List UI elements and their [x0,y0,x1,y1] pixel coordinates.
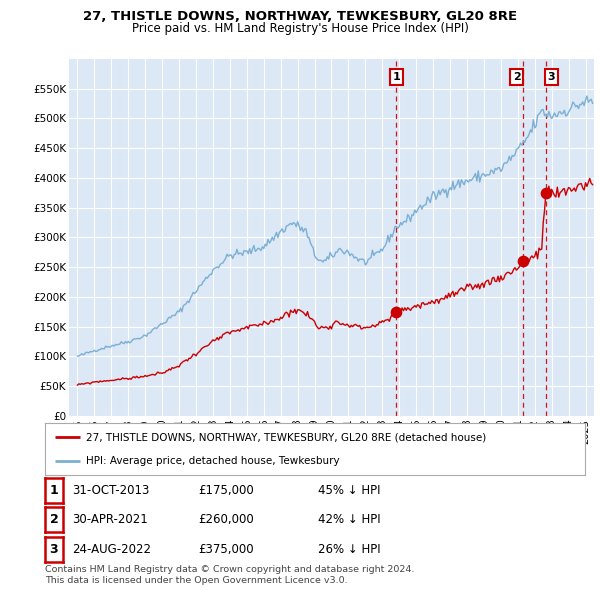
Text: 2: 2 [50,513,58,526]
Text: 26% ↓ HPI: 26% ↓ HPI [318,543,380,556]
Text: 31-OCT-2013: 31-OCT-2013 [72,484,149,497]
Point [541,188,550,198]
Text: 3: 3 [548,72,556,82]
Point [392,307,401,317]
Text: 2: 2 [513,72,520,82]
Text: 3: 3 [50,543,58,556]
Text: 42% ↓ HPI: 42% ↓ HPI [318,513,380,526]
Text: 1: 1 [50,484,58,497]
Text: Contains HM Land Registry data © Crown copyright and database right 2024.: Contains HM Land Registry data © Crown c… [45,565,415,574]
Text: £375,000: £375,000 [198,543,254,556]
Point [518,257,528,266]
Text: £175,000: £175,000 [198,484,254,497]
Text: 1: 1 [392,72,400,82]
Text: 27, THISTLE DOWNS, NORTHWAY, TEWKESBURY, GL20 8RE: 27, THISTLE DOWNS, NORTHWAY, TEWKESBURY,… [83,10,517,23]
Text: Price paid vs. HM Land Registry's House Price Index (HPI): Price paid vs. HM Land Registry's House … [131,22,469,35]
Text: 30-APR-2021: 30-APR-2021 [72,513,148,526]
Text: 27, THISTLE DOWNS, NORTHWAY, TEWKESBURY, GL20 8RE (detached house): 27, THISTLE DOWNS, NORTHWAY, TEWKESBURY,… [86,432,486,442]
Text: £260,000: £260,000 [198,513,254,526]
Text: HPI: Average price, detached house, Tewkesbury: HPI: Average price, detached house, Tewk… [86,456,339,466]
Text: This data is licensed under the Open Government Licence v3.0.: This data is licensed under the Open Gov… [45,576,347,585]
Text: 24-AUG-2022: 24-AUG-2022 [72,543,151,556]
Text: 45% ↓ HPI: 45% ↓ HPI [318,484,380,497]
